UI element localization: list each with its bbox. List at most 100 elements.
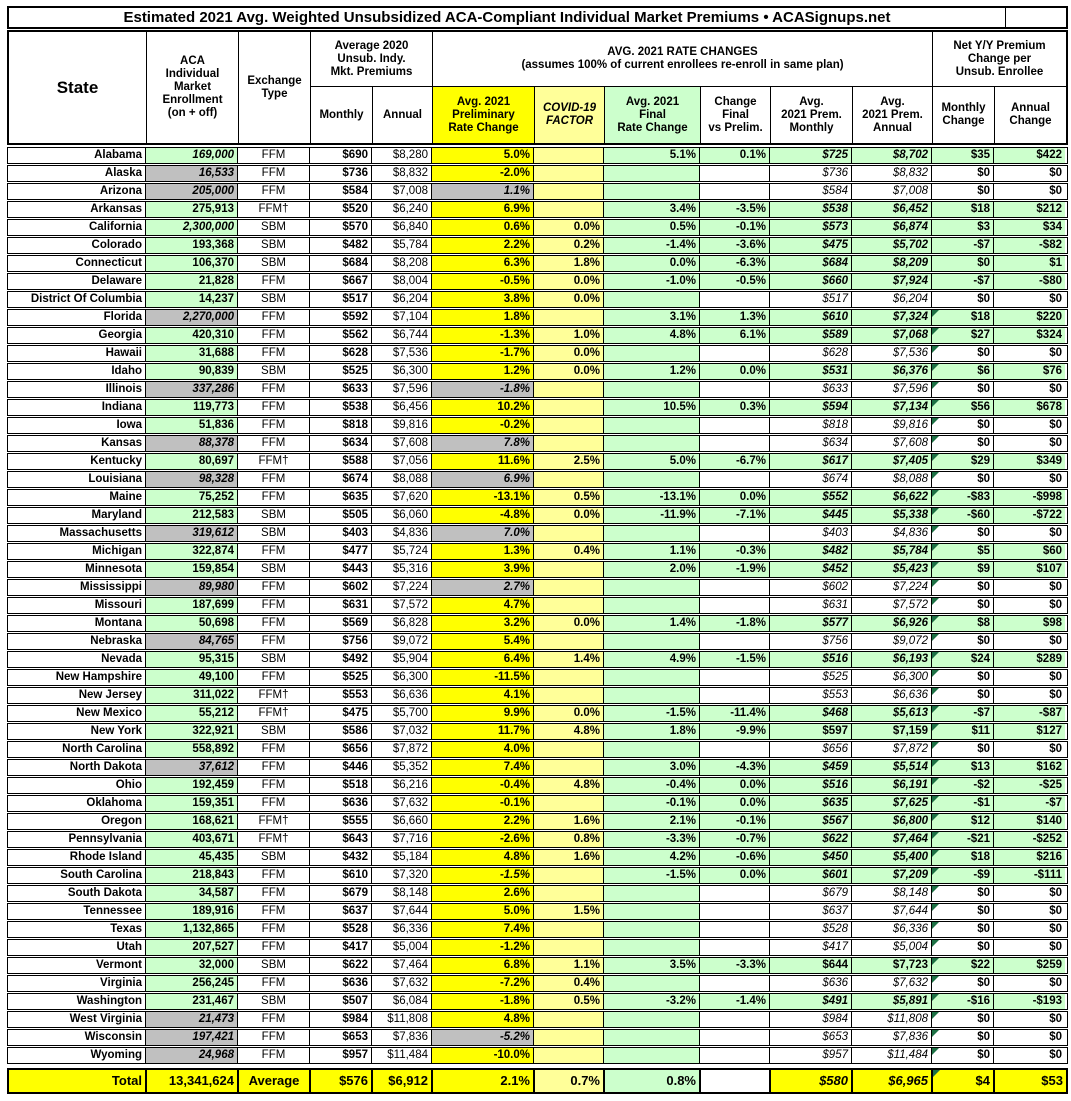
cell-state: Virginia — [8, 976, 146, 991]
cell-2021-prem-monthly: $635 — [770, 796, 852, 811]
cell-annual-change: $0 — [1049, 437, 1062, 449]
cell-2020-monthly-premium: $756 — [310, 634, 372, 649]
cell-2020-monthly-premium: $634 — [310, 436, 372, 451]
table-row: Alaska 16,533 FFM $736 $8,832 -2.0% $736 $8,832… — [7, 165, 1068, 182]
cell-change-vs-prelim — [700, 688, 770, 703]
cell-enrollment: 558,892 — [146, 742, 238, 757]
cell-enrollment: 322,874 — [146, 544, 238, 559]
cell-prelim-rate-change: 9.9% — [432, 706, 534, 721]
cell-change-vs-prelim — [700, 472, 770, 487]
cell-2021-prem-annual: $7,625 — [852, 796, 932, 811]
table-row: Georgia 420,310 FFM $562 $6,744 -1.3% 1.0% 4.8%… — [7, 327, 1068, 344]
cell-2020-monthly-premium: $635 — [310, 490, 372, 505]
cell-enrollment: 88,378 — [146, 436, 238, 451]
cell-state: North Dakota — [8, 760, 146, 775]
total-2020-annual-premium: $6,912 — [373, 1070, 433, 1092]
cell-enrollment: 275,913 — [146, 202, 238, 217]
cell-change-vs-prelim — [700, 598, 770, 613]
cell-2020-annual-premium: $7,608 — [372, 436, 432, 451]
cell-prelim-rate-change: 11.6% — [432, 454, 534, 469]
cell-annual-change: $0 — [1049, 599, 1062, 611]
cell-monthly-change: -$2 — [932, 778, 994, 793]
cell-exchange-type: FFM — [238, 976, 310, 991]
cell-enrollment: 21,473 — [146, 1012, 238, 1027]
cell-2021-prem-monthly: $538 — [770, 202, 852, 217]
cell-covid-factor — [534, 526, 604, 541]
page-title: Estimated 2021 Avg. Weighted Unsubsidize… — [9, 8, 1006, 27]
table-row: Arkansas 275,913 FFM† $520 $6,240 6.9% 3.4% -3.… — [7, 201, 1068, 218]
cell-final-rate-change — [604, 940, 700, 955]
table-row: New Jersey 311,022 FFM† $553 $6,636 4.1% $553 $… — [7, 687, 1068, 704]
cell-monthly-change: $5 — [932, 544, 994, 559]
cell-2021-prem-annual: $6,204 — [852, 292, 932, 307]
cell-prelim-rate-change: 3.8% — [432, 292, 534, 307]
cell-annual-change: -$111 — [994, 868, 1065, 883]
cell-covid-factor: 2.5% — [534, 454, 604, 469]
cell-2021-prem-monthly: $957 — [770, 1048, 852, 1063]
cell-exchange-type: FFM† — [238, 454, 310, 469]
table-row: Rhode Island 45,435 SBM $432 $5,184 4.8% 1.6% 4… — [7, 849, 1068, 866]
rate-changes-subtitle: (assumes 100% of current enrollees re-en… — [521, 59, 844, 71]
cell-state: Florida — [8, 310, 146, 325]
cell-2020-annual-premium: $8,832 — [372, 166, 432, 181]
cell-prelim-rate-change: 5.0% — [432, 148, 534, 163]
cell-2020-monthly-premium: $628 — [310, 346, 372, 361]
cell-change-vs-prelim: -6.7% — [700, 454, 770, 469]
cell-enrollment: 319,612 — [146, 526, 238, 541]
cell-state: Ohio — [8, 778, 146, 793]
table-row: Nebraska 84,765 FFM $756 $9,072 5.4% $756 $9,07… — [7, 633, 1068, 650]
cell-covid-factor: 0.2% — [534, 238, 604, 253]
cell-2021-prem-monthly: $417 — [770, 940, 852, 955]
cell-2020-monthly-premium: $818 — [310, 418, 372, 433]
table-row: Montana 50,698 FFM $569 $6,828 3.2% 0.0% 1.4% -1… — [7, 615, 1068, 632]
cell-enrollment: 189,916 — [146, 904, 238, 919]
cell-annual-change: $0 — [1049, 887, 1062, 899]
cell-2021-prem-monthly: $644 — [770, 958, 852, 973]
cell-prelim-rate-change: 11.7% — [432, 724, 534, 739]
cell-2020-monthly-premium: $518 — [310, 778, 372, 793]
cell-prelim-rate-change: 6.8% — [432, 958, 534, 973]
cell-2020-annual-premium: $7,632 — [372, 976, 432, 991]
cell-2020-annual-premium: $8,004 — [372, 274, 432, 289]
cell-change-vs-prelim: -1.9% — [700, 562, 770, 577]
cell-2020-monthly-premium: $570 — [310, 220, 372, 235]
cell-prelim-rate-change: 4.8% — [432, 1012, 534, 1027]
cell-exchange-type: SBM — [238, 526, 310, 541]
cell-exchange-type: FFM — [238, 670, 310, 685]
total-monthly-change: $4 — [933, 1070, 995, 1092]
cell-monthly-change: -$16 — [932, 994, 994, 1009]
cell-final-rate-change — [604, 886, 700, 901]
cell-final-rate-change: -13.1% — [604, 490, 700, 505]
table-row: South Dakota 34,587 FFM $679 $8,148 2.6% $679 $… — [7, 885, 1068, 902]
cell-monthly-change: $0 — [932, 904, 994, 919]
cell-covid-factor — [534, 472, 604, 487]
cell-2020-annual-premium: $7,620 — [372, 490, 432, 505]
cell-final-rate-change — [604, 184, 700, 199]
cell-covid-factor — [534, 400, 604, 415]
cell-state: West Virginia — [8, 1012, 146, 1027]
cell-monthly-change: $18 — [932, 202, 994, 217]
cell-2020-annual-premium: $7,644 — [372, 904, 432, 919]
cell-enrollment: 193,368 — [146, 238, 238, 253]
cell-prelim-rate-change: 1.3% — [432, 544, 534, 559]
table-row: Maine 75,252 FFM $635 $7,620 -13.1% 0.5% -13.1%… — [7, 489, 1068, 506]
cell-covid-factor — [534, 796, 604, 811]
cell-2021-prem-annual: $7,464 — [852, 832, 932, 847]
table-row: Wyoming 24,968 FFM $957 $11,484 -10.0% $957 $11… — [7, 1047, 1068, 1064]
cell-covid-factor — [534, 310, 604, 325]
cell-2021-prem-monthly: $403 — [770, 526, 852, 541]
cell-prelim-rate-change: 5.4% — [432, 634, 534, 649]
cell-annual-change: -$25 — [994, 778, 1065, 793]
cell-state: Rhode Island — [8, 850, 146, 865]
cell-state: New Hampshire — [8, 670, 146, 685]
cell-exchange-type: FFM — [238, 778, 310, 793]
cell-2020-monthly-premium: $525 — [310, 670, 372, 685]
cell-monthly-change: $0 — [932, 1048, 994, 1063]
cell-prelim-rate-change: 4.0% — [432, 742, 534, 757]
cell-state: Maine — [8, 490, 146, 505]
cell-state: Minnesota — [8, 562, 146, 577]
cell-covid-factor: 0.0% — [534, 616, 604, 631]
cell-prelim-rate-change: 7.4% — [432, 922, 534, 937]
cell-enrollment: 256,245 — [146, 976, 238, 991]
cell-change-vs-prelim — [700, 1048, 770, 1063]
